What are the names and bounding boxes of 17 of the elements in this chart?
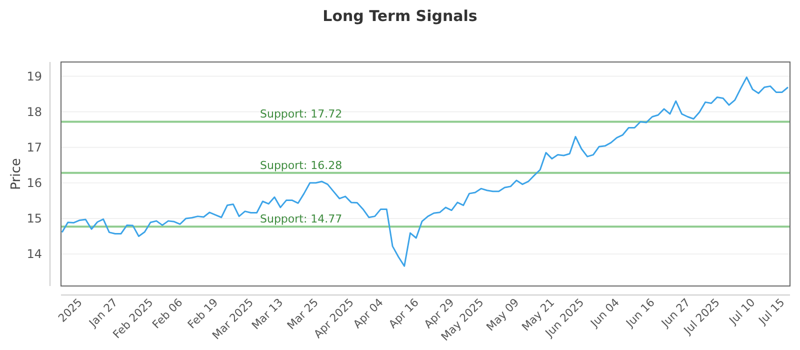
y-tick-label: 18 — [26, 104, 42, 119]
ref-line-label: Support: 14.77 — [260, 212, 342, 226]
line-series — [61, 76, 789, 267]
x-tick-label: Jul 10 — [726, 296, 758, 328]
x-tick-label: Jun 04 — [588, 296, 622, 330]
y-tick-label: 17 — [26, 140, 42, 155]
x-tick-label: Jul 15 — [756, 296, 788, 328]
x-tick-label: Apr 16 — [386, 296, 422, 331]
ref-line-label: Support: 16.28 — [260, 158, 342, 172]
y-tick-label: 14 — [26, 247, 42, 262]
y-axis-title: Price — [9, 158, 24, 190]
chart-title: Long Term Signals — [322, 7, 478, 25]
ref-line-label: Support: 17.72 — [260, 108, 342, 121]
y-tick-label: 19 — [26, 69, 42, 84]
x-tick-label: Jun 16 — [622, 296, 658, 330]
y-tick-label: 15 — [26, 212, 42, 226]
y-tick-label: 16 — [26, 176, 42, 190]
